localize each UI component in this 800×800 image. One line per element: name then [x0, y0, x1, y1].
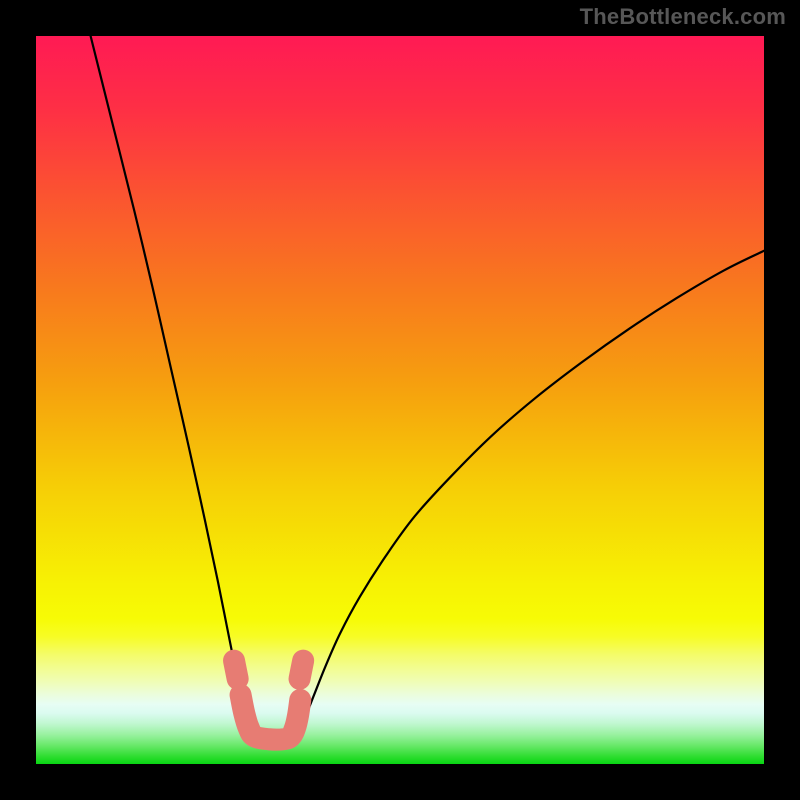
overlay-dot-left [234, 661, 238, 679]
gradient-background [36, 36, 764, 764]
overlay-dot-right [300, 661, 304, 679]
plot-svg [36, 36, 764, 764]
plot-frame [36, 36, 764, 764]
watermark-text: TheBottleneck.com [580, 4, 786, 30]
